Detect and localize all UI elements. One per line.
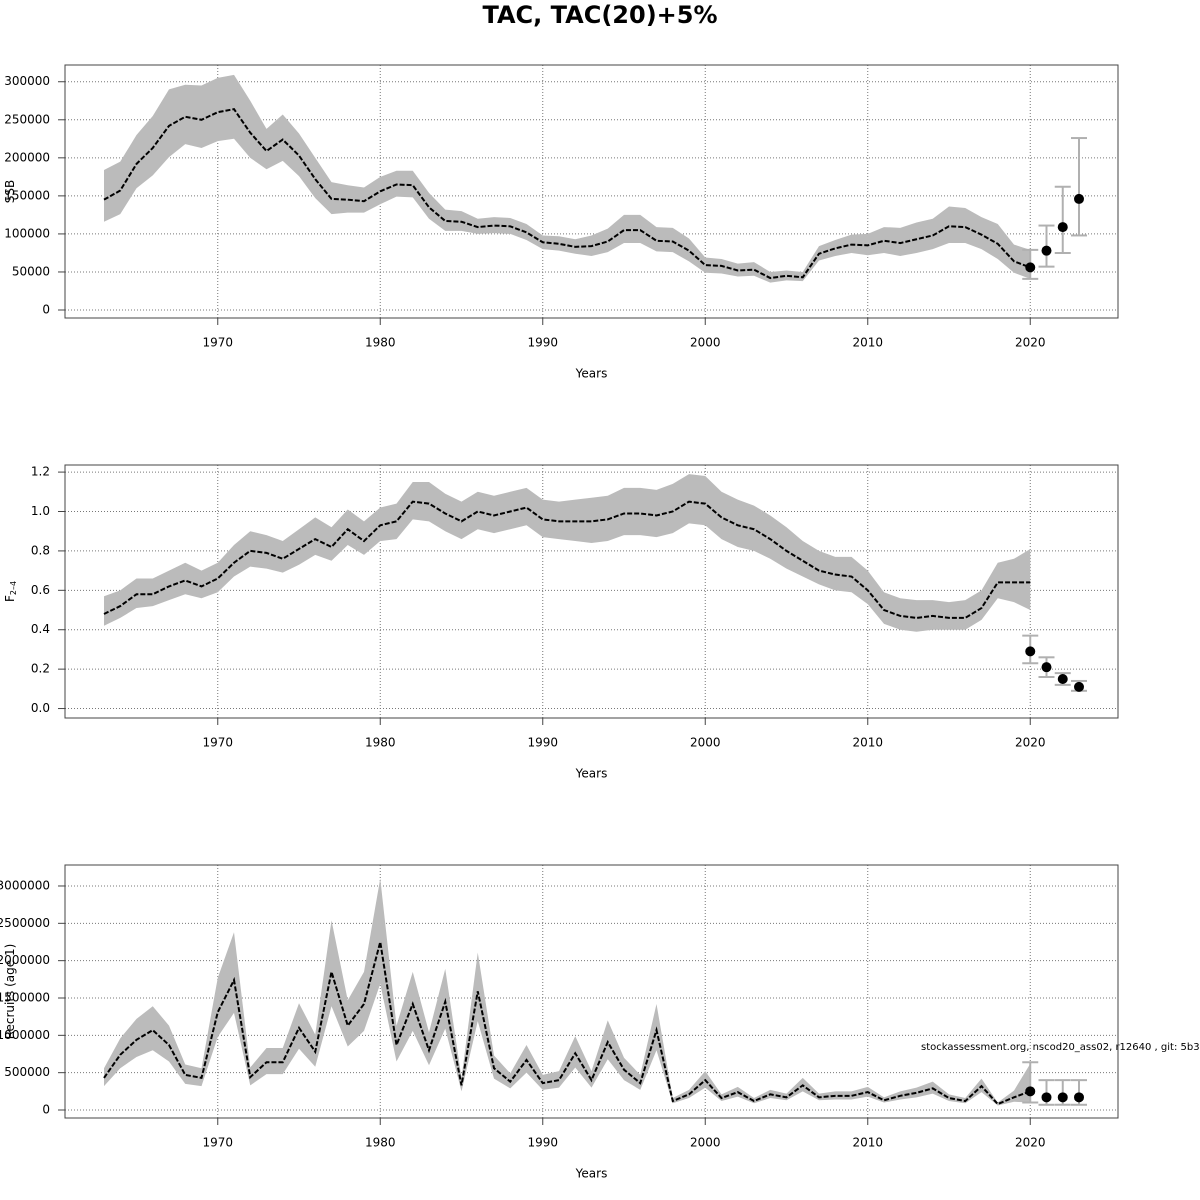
y-axis-label-main: Recruits (age 1) bbox=[3, 944, 17, 1040]
error-bar bbox=[1054, 185, 1071, 254]
y-tick-label: 1500000 bbox=[0, 990, 50, 1004]
y-tick-label: 1000000 bbox=[0, 1028, 50, 1042]
x-axis-label: Years bbox=[575, 1167, 608, 1181]
x-axis-label: Years bbox=[575, 367, 608, 381]
x-tick-label: 2000 bbox=[690, 336, 721, 350]
error-bar bbox=[1071, 137, 1087, 237]
forecast-point bbox=[1074, 681, 1084, 692]
forecast-point bbox=[1057, 222, 1068, 233]
estimate-line bbox=[103, 500, 1031, 619]
x-tick-label: 2000 bbox=[690, 736, 721, 750]
y-axis-label-main: F bbox=[3, 595, 17, 602]
x-tick-label: 1970 bbox=[202, 1136, 233, 1150]
y-tick-label: 200000 bbox=[4, 150, 50, 164]
estimate-line bbox=[103, 941, 1031, 1106]
y-tick-label: 0.0 bbox=[31, 701, 50, 715]
x-tick-label: 2010 bbox=[852, 1136, 883, 1150]
y-tick-label: 100000 bbox=[4, 226, 50, 240]
y-tick-label: 0 bbox=[42, 303, 50, 317]
x-tick-label: 1990 bbox=[527, 1136, 558, 1150]
x-tick-label: 2020 bbox=[1015, 336, 1046, 350]
forecast-point bbox=[1057, 673, 1068, 684]
forecast-point bbox=[1025, 1086, 1036, 1097]
y-tick-label: 0.4 bbox=[31, 622, 50, 636]
forecast-point bbox=[1041, 662, 1052, 673]
y-tick-label: 2500000 bbox=[0, 916, 50, 930]
y-axis-label-main: SSB bbox=[3, 180, 17, 203]
y-tick-label: 3000000 bbox=[0, 878, 50, 892]
x-tick-label: 1990 bbox=[527, 336, 558, 350]
forecast-point bbox=[1074, 1092, 1084, 1103]
y-tick-label: 50000 bbox=[12, 264, 50, 278]
y-axis-label: SSB bbox=[3, 180, 17, 203]
y-tick-label: 0.8 bbox=[31, 543, 50, 557]
confidence-band bbox=[104, 878, 1031, 1106]
x-tick-label: 1990 bbox=[527, 736, 558, 750]
x-tick-label: 2020 bbox=[1015, 736, 1046, 750]
y-tick-label: 500000 bbox=[4, 1065, 50, 1079]
plot-frame bbox=[64, 64, 1119, 319]
y-tick-label: 150000 bbox=[4, 188, 50, 202]
x-axis-label: Years bbox=[575, 767, 608, 781]
forecast-point bbox=[1041, 1092, 1052, 1103]
plot-frame bbox=[64, 464, 1119, 719]
y-tick-label: 0.6 bbox=[31, 583, 50, 597]
x-tick-label: 1980 bbox=[365, 736, 396, 750]
confidence-band bbox=[104, 474, 1031, 632]
x-tick-label: 2000 bbox=[690, 1136, 721, 1150]
forecast-point bbox=[1025, 262, 1036, 273]
y-tick-label: 1.0 bbox=[31, 504, 50, 518]
x-tick-label: 2010 bbox=[852, 736, 883, 750]
y-tick-label: 0 bbox=[42, 1103, 50, 1117]
y-tick-label: 2000000 bbox=[0, 953, 50, 967]
x-tick-label: 1980 bbox=[365, 1136, 396, 1150]
x-tick-label: 1980 bbox=[365, 336, 396, 350]
forecast-point bbox=[1057, 1092, 1068, 1103]
plot-frame bbox=[64, 864, 1119, 1119]
forecast-point bbox=[1041, 245, 1052, 256]
y-tick-label: 0.2 bbox=[31, 662, 50, 676]
forecast-point bbox=[1074, 193, 1084, 204]
x-tick-label: 1970 bbox=[202, 736, 233, 750]
y-axis-label: F2–4 bbox=[3, 581, 18, 602]
x-tick-label: 2020 bbox=[1015, 1136, 1046, 1150]
y-tick-label: 250000 bbox=[4, 112, 50, 126]
confidence-band bbox=[104, 74, 1031, 283]
x-tick-label: 1970 bbox=[202, 336, 233, 350]
y-tick-label: 300000 bbox=[4, 74, 50, 88]
y-axis-label-sub: 2–4 bbox=[9, 581, 18, 595]
x-tick-label: 2010 bbox=[852, 336, 883, 350]
page-title: TAC, TAC(20)+5% bbox=[482, 1, 717, 29]
forecast-point bbox=[1025, 646, 1036, 657]
estimate-line bbox=[103, 108, 1031, 280]
y-tick-label: 1.2 bbox=[31, 465, 50, 479]
annotation: stockassessment.org, nscod20_ass02, r126… bbox=[921, 1042, 1200, 1053]
y-axis-label: Recruits (age 1) bbox=[3, 944, 17, 1040]
